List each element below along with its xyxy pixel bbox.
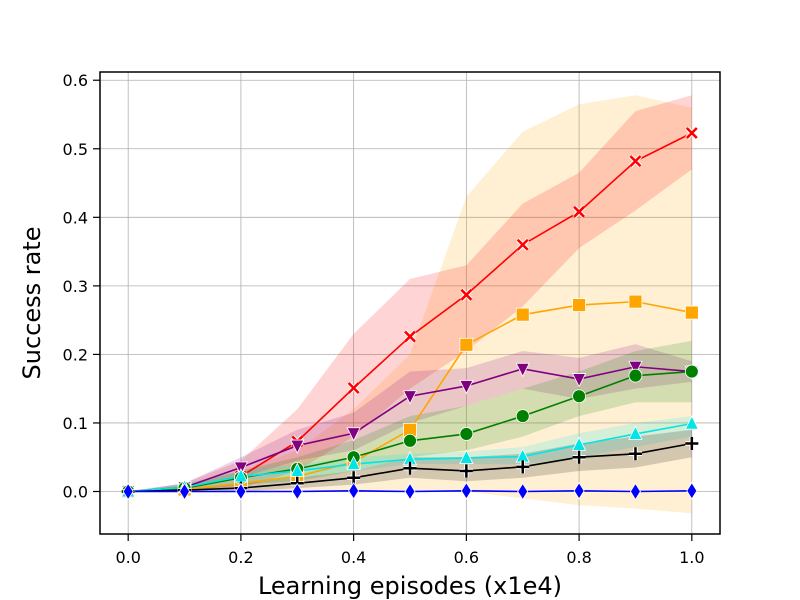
circle-marker [572, 389, 586, 404]
y-tick-label: 0.3 [63, 277, 88, 296]
y-tick-label: 0.6 [63, 71, 88, 90]
x-tick-label: 0.4 [341, 548, 366, 567]
confidence-band [128, 95, 692, 492]
diamond-marker [686, 482, 698, 500]
triangle-down-marker [402, 390, 418, 405]
y-axis-label: Success rate [18, 227, 46, 380]
x-marker-stroke [516, 238, 529, 251]
y-axis-ticks: 0.0 0.1 0.2 0.3 0.4 0.5 0.6 [63, 71, 100, 502]
x-marker [628, 154, 643, 168]
triangle-down-marker [290, 439, 305, 454]
plus-marker-stroke [572, 450, 586, 464]
plus-marker [516, 460, 530, 474]
x-marker [347, 381, 361, 395]
x-marker [572, 205, 586, 219]
plus-marker [572, 450, 586, 464]
x-marker-stroke [404, 330, 416, 343]
circle-marker [684, 364, 699, 379]
plus-marker-stroke [685, 437, 699, 451]
triangle-down-marker [515, 362, 530, 378]
x-marker-stroke [460, 288, 473, 301]
triangle-down-marker [459, 380, 474, 395]
y-tick-label: 0.2 [63, 345, 88, 364]
y-tick-label: 0.1 [63, 414, 88, 433]
confidence-bands [128, 95, 692, 514]
square-marker [684, 305, 699, 320]
triangle-down-marker [628, 360, 643, 376]
square-marker [572, 298, 586, 312]
x-marker-stroke [573, 205, 586, 218]
triangle-up-marker [290, 462, 305, 477]
plus-marker [628, 447, 642, 461]
plus-marker-stroke [403, 461, 417, 475]
diamond-marker [122, 482, 134, 501]
confidence-band [128, 344, 692, 492]
y-tick-label: 0.0 [63, 483, 88, 502]
square-marker [628, 294, 643, 309]
square-marker [459, 337, 474, 352]
x-tick-label: 0.2 [228, 548, 253, 567]
x-marker-stroke [347, 382, 360, 394]
y-tick-label: 0.4 [63, 208, 88, 227]
series-markers [121, 126, 699, 501]
plus-marker [403, 461, 417, 475]
x-axis-label: Learning episodes (x1e4) [258, 572, 562, 600]
x-marker [403, 329, 417, 344]
diamond-marker [573, 482, 585, 500]
diamond-marker [404, 482, 416, 501]
x-tick-label: 1.0 [679, 548, 704, 567]
triangle-up-marker [628, 425, 643, 440]
triangle-up-marker [684, 415, 699, 430]
x-marker-stroke [629, 155, 642, 168]
y-tick-label: 0.5 [63, 140, 88, 159]
square-marker [515, 307, 530, 322]
plot-frame [99, 71, 721, 535]
confidence-band [128, 340, 692, 492]
plus-marker-stroke [628, 447, 642, 461]
triangle-up-marker [459, 449, 474, 464]
x-tick-label: 0.8 [566, 548, 591, 567]
diamond-marker [460, 482, 472, 500]
plus-marker-stroke [459, 464, 473, 478]
x-axis-ticks: 0.0 0.2 0.4 0.6 0.8 1.0 [115, 534, 705, 567]
circle-marker [459, 427, 474, 441]
x-marker [685, 126, 699, 140]
triangle-up-marker [346, 455, 361, 470]
confidence-band [128, 95, 692, 514]
triangle-down-marker [346, 427, 361, 442]
triangle-down-marker [571, 373, 587, 388]
plus-marker-stroke [516, 460, 530, 474]
circle-marker [515, 409, 530, 424]
circle-marker [628, 368, 643, 383]
diamond-marker [235, 482, 247, 501]
x-marker-stroke [685, 127, 698, 139]
triangle-up-marker [571, 436, 587, 451]
x-marker [459, 288, 473, 302]
circle-marker [403, 433, 417, 448]
diamond-marker [291, 482, 303, 501]
x-tick-label: 0.6 [454, 548, 479, 567]
x-tick-label: 0.0 [115, 548, 140, 567]
diamond-marker [629, 482, 641, 501]
diamond-marker [179, 482, 191, 501]
plus-marker [459, 464, 473, 478]
plus-marker [685, 437, 699, 451]
diamond-marker [348, 482, 360, 500]
diamond-marker [517, 482, 529, 501]
x-marker [516, 238, 530, 252]
